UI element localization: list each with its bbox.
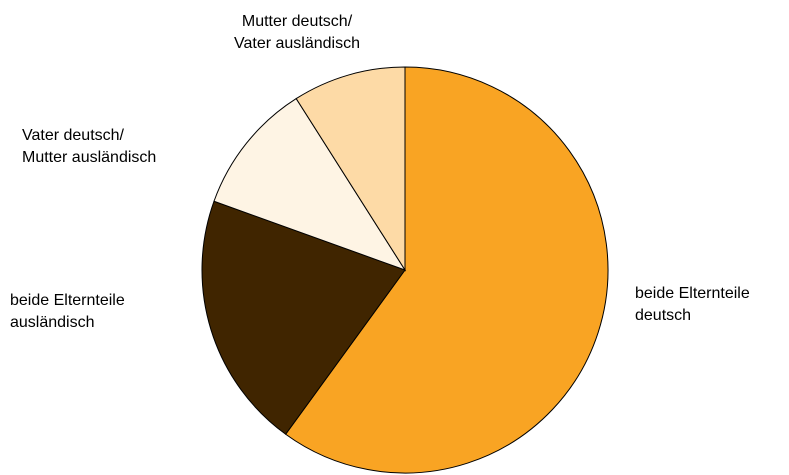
pie-slice-label-line: Mutter ausländisch xyxy=(22,149,156,166)
pie-slice-label-2: beide Elternteile ausländisch xyxy=(10,292,125,331)
pie-slice-label-line: deutsch xyxy=(635,307,691,324)
pie-slice-2 xyxy=(201,200,406,435)
pie-slice-label-line: ausländisch xyxy=(10,314,95,331)
pie-slice-3 xyxy=(213,97,407,271)
pie-slice-1 xyxy=(284,66,609,474)
pie-slice-label-4: Mutter deutsch/Vater ausländisch xyxy=(234,13,360,52)
pie-slice-label-line: Vater deutsch/ xyxy=(22,127,125,144)
pie-slice-label-line: beide Elternteile xyxy=(10,292,125,309)
pie-slice-label-1: beide Elternteile deutsch xyxy=(635,285,750,324)
pie-slice-label-line: Mutter deutsch/ xyxy=(242,13,353,30)
pie-slice-4 xyxy=(295,66,406,272)
pie-slice-label-line: Vater ausländisch xyxy=(234,35,360,52)
pie-slice-label-3: Vater deutsch/Mutter ausländisch xyxy=(22,127,156,166)
pie-slices xyxy=(201,66,609,474)
pie-slice-label-line: beide Elternteile xyxy=(635,285,750,302)
